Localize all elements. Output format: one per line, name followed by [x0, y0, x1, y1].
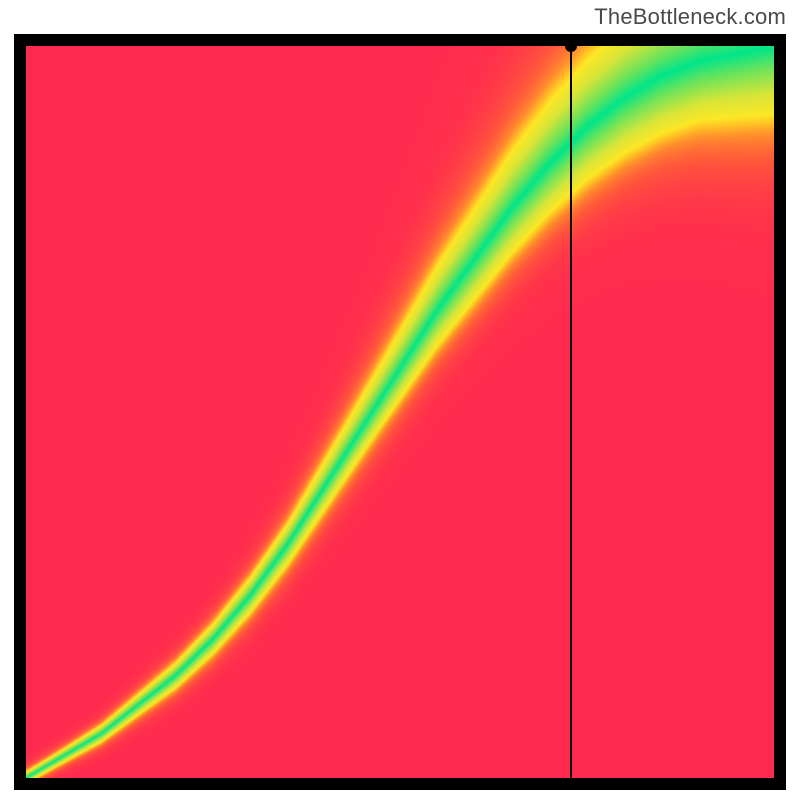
- bottleneck-heatmap: [26, 46, 774, 778]
- chart-frame: [14, 34, 786, 790]
- cpu-indicator-line: [570, 46, 572, 778]
- cpu-indicator-dot: [565, 40, 577, 52]
- watermark-text: TheBottleneck.com: [594, 4, 786, 30]
- heatmap-container: [26, 46, 774, 778]
